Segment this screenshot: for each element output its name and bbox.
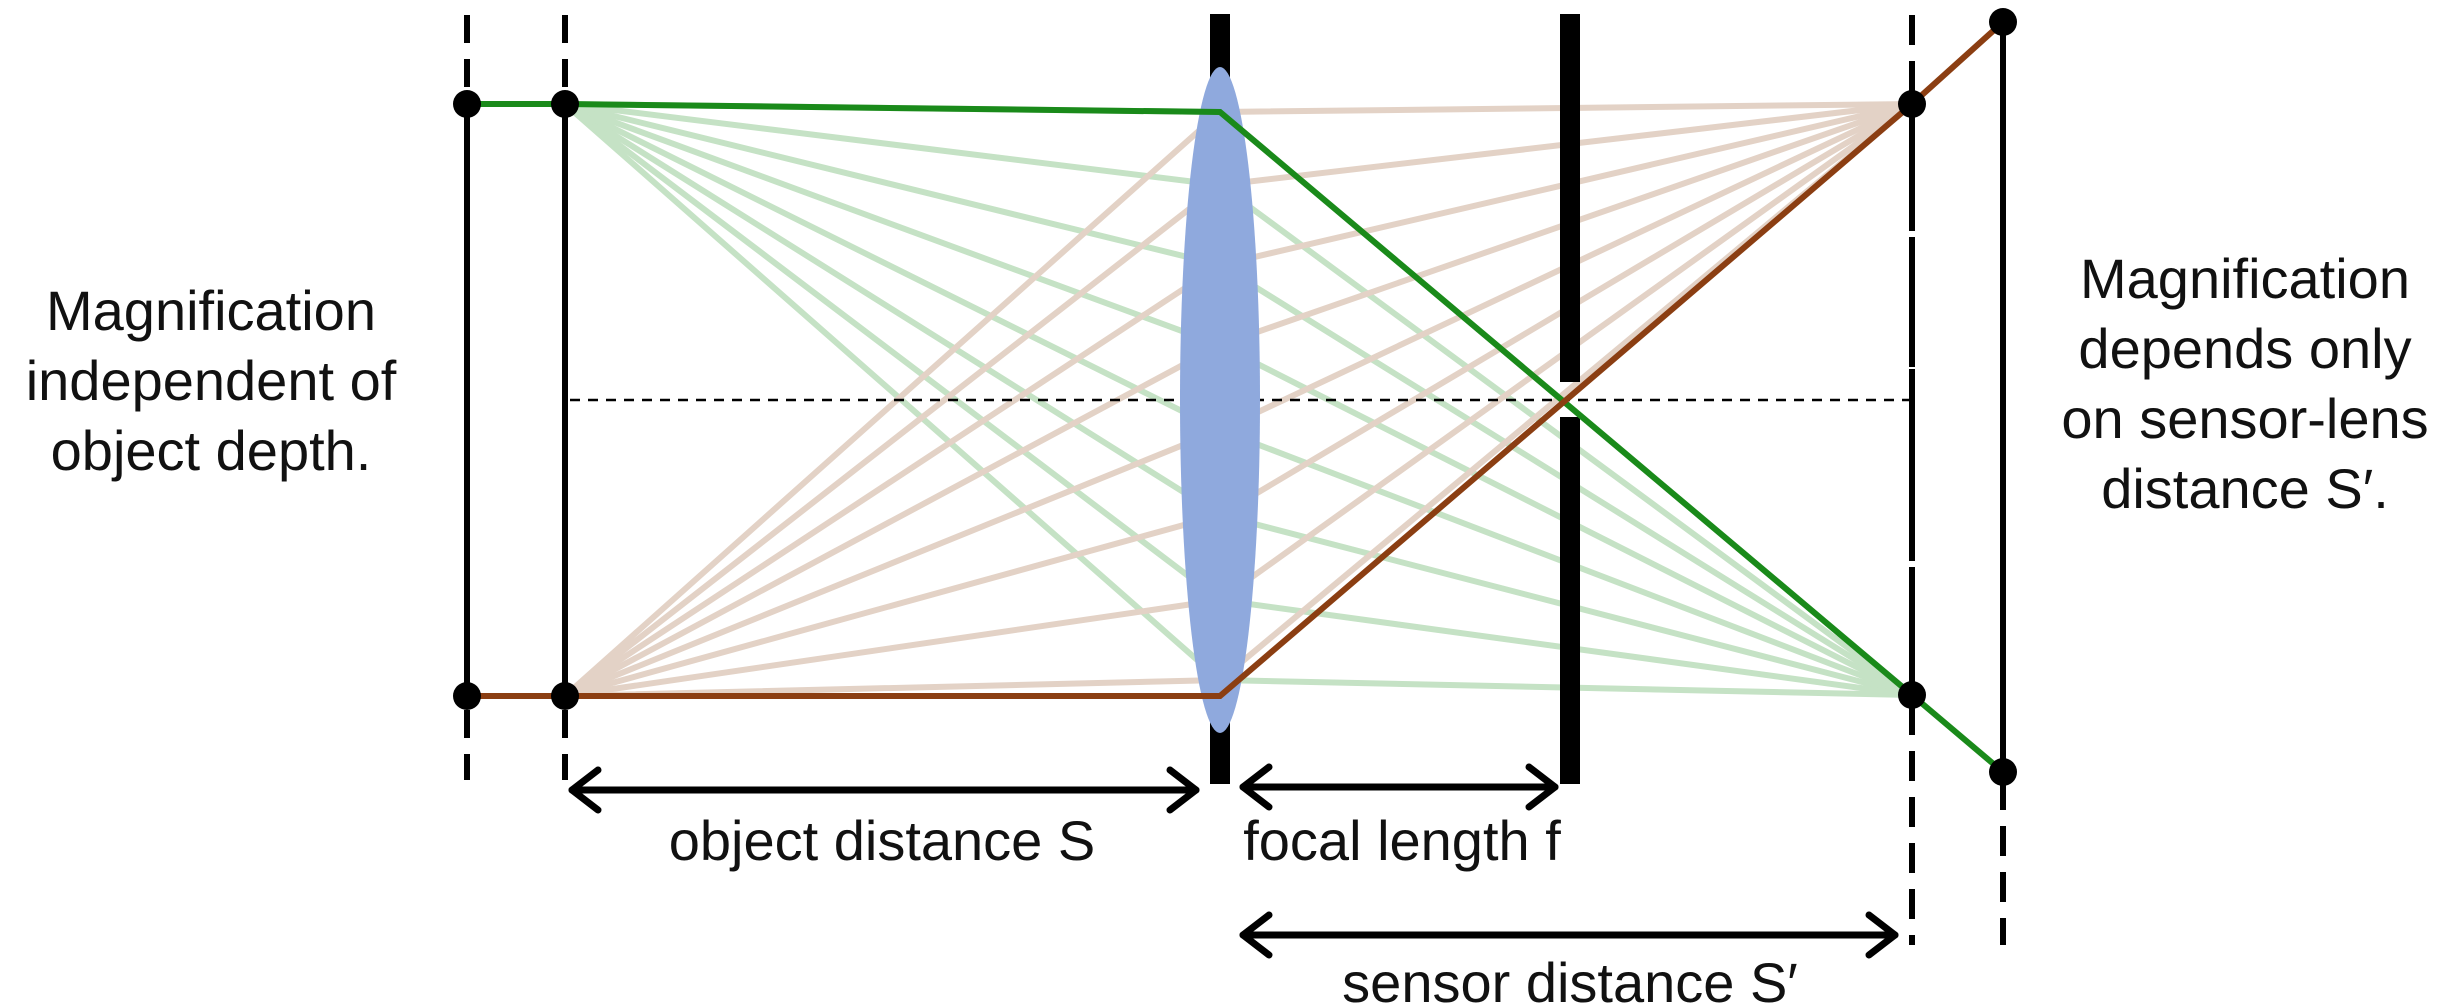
object-points — [453, 90, 579, 710]
object-distance-label: object distance S — [669, 809, 1095, 872]
right-note-line-4: distance S′. — [2101, 457, 2389, 520]
right-note-line-1: Magnification — [2080, 247, 2410, 310]
object-distance-arrow — [568, 766, 1200, 814]
right-note: Magnification depends only on sensor-len… — [2061, 247, 2428, 520]
left-note-line-3: object depth. — [51, 419, 372, 482]
left-note-line-2: independent of — [26, 349, 397, 412]
green-chief-ray — [467, 101, 2005, 775]
sensor-distance-arrow — [1239, 911, 1899, 959]
right-note-line-3: on sensor-lens — [2061, 387, 2428, 450]
left-note: Magnification independent of object dept… — [26, 279, 397, 482]
brown-chief-ray — [467, 19, 2006, 699]
focal-length-arrow — [1239, 763, 1559, 811]
sensor-distance-label: sensor distance S′ — [1342, 951, 1798, 1008]
right-note-line-2: depends only — [2078, 317, 2411, 380]
lens — [1180, 67, 1260, 733]
image-points — [1898, 8, 2017, 786]
focal-length-label: focal length f — [1243, 809, 1561, 872]
left-note-line-1: Magnification — [46, 279, 376, 342]
